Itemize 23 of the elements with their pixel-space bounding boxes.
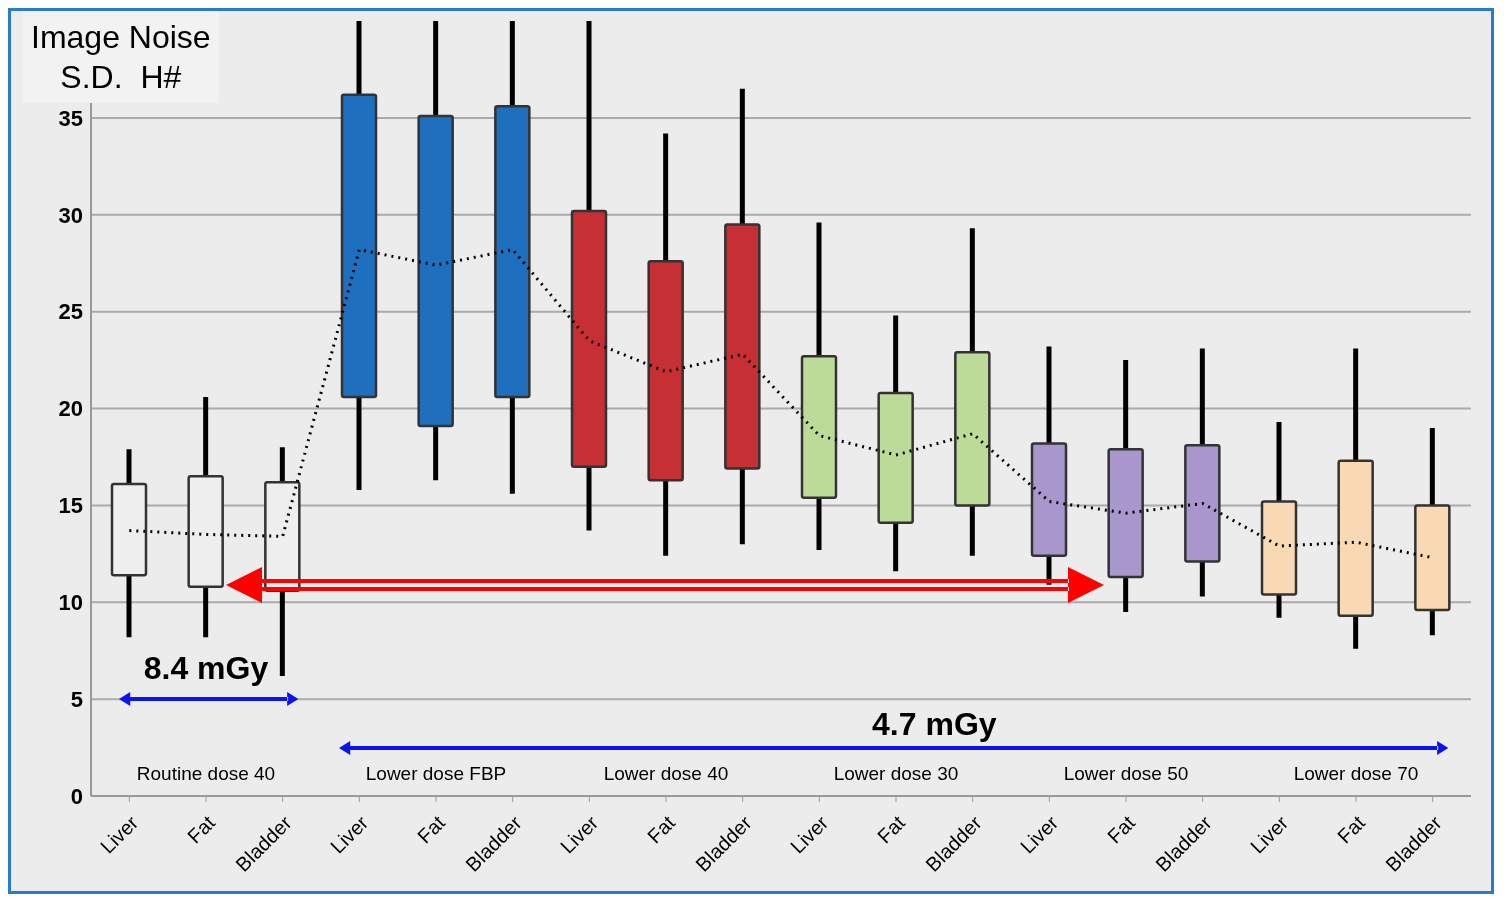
y-tick-label: 35 bbox=[58, 105, 83, 131]
annotation: 4.7 mGy bbox=[871, 706, 998, 744]
y-tick-label: 20 bbox=[58, 396, 83, 422]
y-tick-label: 10 bbox=[58, 590, 83, 616]
x-tick-label: Fat bbox=[183, 811, 220, 848]
annotation: Lower dose 70 bbox=[1292, 762, 1420, 785]
annotation: Lower dose 30 bbox=[832, 762, 960, 785]
annotation: Routine dose 40 bbox=[135, 762, 277, 785]
annotation: Lower dose 40 bbox=[602, 762, 730, 785]
x-tick-label: Fat bbox=[1103, 811, 1140, 848]
annotation: Lower dose 50 bbox=[1062, 762, 1190, 785]
x-tick-label: Fat bbox=[643, 811, 680, 848]
annotation: Lower dose FBP bbox=[364, 762, 508, 785]
x-tick-label: Fat bbox=[873, 811, 910, 848]
y-tick-label: 5 bbox=[70, 686, 83, 712]
x-tick-label: Fat bbox=[1333, 811, 1370, 848]
y-axis-title: Image Noise S.D. H# bbox=[23, 11, 219, 103]
y-tick-label: 0 bbox=[70, 783, 83, 809]
y-tick-label: 25 bbox=[58, 299, 83, 325]
x-tick-label: Fat bbox=[413, 811, 450, 848]
y-tick-label: 15 bbox=[58, 493, 83, 519]
annotation: 8.4 mGy bbox=[142, 650, 270, 688]
y-tick-label: 30 bbox=[58, 202, 83, 228]
